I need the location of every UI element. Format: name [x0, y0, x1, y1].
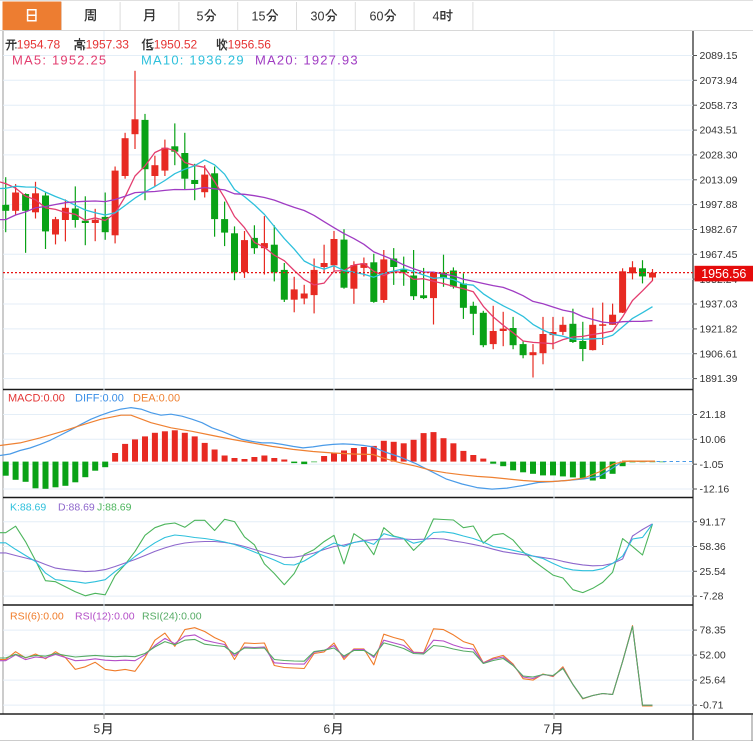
svg-text:6: 6: [324, 722, 331, 736]
svg-text:DIFF:0.00: DIFF:0.00: [75, 393, 124, 405]
svg-text:2058.73: 2058.73: [700, 100, 738, 112]
svg-text:30: 30: [311, 10, 325, 24]
svg-text:78.35: 78.35: [700, 625, 726, 637]
svg-text:7: 7: [544, 722, 551, 736]
svg-text:1921.82: 1921.82: [700, 324, 738, 336]
svg-text:58.36: 58.36: [700, 541, 726, 553]
svg-text:2073.94: 2073.94: [700, 75, 738, 87]
svg-text:1957.33: 1957.33: [86, 38, 130, 52]
svg-text:-7.28: -7.28: [700, 591, 724, 603]
svg-text:-0.71: -0.71: [700, 700, 724, 712]
svg-text:2043.51: 2043.51: [700, 125, 738, 137]
svg-text:1954.78: 1954.78: [17, 38, 61, 52]
svg-text:2089.15: 2089.15: [700, 50, 738, 62]
svg-text:DEA:0.00: DEA:0.00: [133, 393, 180, 405]
svg-text:1906.61: 1906.61: [700, 348, 738, 360]
svg-text:91.17: 91.17: [700, 516, 726, 528]
svg-text:RSI(12):0.00: RSI(12):0.00: [75, 611, 135, 623]
svg-text:1950.52: 1950.52: [154, 38, 198, 52]
svg-text:21.18: 21.18: [700, 409, 726, 421]
svg-text:1997.88: 1997.88: [700, 199, 738, 211]
svg-text:1956.56: 1956.56: [701, 267, 746, 281]
svg-text:1967.45: 1967.45: [700, 249, 738, 261]
svg-text:MACD:0.00: MACD:0.00: [8, 393, 65, 405]
svg-text:-12.16: -12.16: [700, 484, 730, 496]
svg-text:1982.67: 1982.67: [700, 224, 738, 236]
svg-text:1937.03: 1937.03: [700, 299, 738, 311]
svg-text:MA20: 1927.93: MA20: 1927.93: [255, 53, 359, 68]
svg-text:4: 4: [433, 10, 440, 24]
svg-text:1891.39: 1891.39: [700, 373, 738, 385]
svg-text:K:88.69: K:88.69: [10, 502, 46, 514]
svg-text:25.54: 25.54: [700, 566, 726, 578]
svg-text:60: 60: [370, 10, 384, 24]
svg-text:10.06: 10.06: [700, 434, 726, 446]
svg-text:RSI(6):0.00: RSI(6):0.00: [10, 611, 64, 623]
svg-text:2028.30: 2028.30: [700, 150, 738, 162]
svg-text:-1.05: -1.05: [700, 459, 724, 471]
svg-text:MA5: 1952.25: MA5: 1952.25: [12, 53, 107, 68]
svg-text:RSI(24):0.00: RSI(24):0.00: [142, 611, 202, 623]
svg-text:D:88.69: D:88.69: [58, 502, 95, 514]
svg-text:2013.09: 2013.09: [700, 174, 738, 186]
svg-text:52.00: 52.00: [700, 650, 726, 662]
svg-text:1956.56: 1956.56: [228, 38, 272, 52]
svg-text:J:88.69: J:88.69: [97, 502, 132, 514]
svg-text:15: 15: [252, 10, 266, 24]
svg-text:5: 5: [197, 10, 204, 24]
svg-text:MA10: 1936.29: MA10: 1936.29: [141, 53, 245, 68]
svg-text:25.64: 25.64: [700, 675, 726, 687]
svg-text:5: 5: [94, 722, 101, 736]
